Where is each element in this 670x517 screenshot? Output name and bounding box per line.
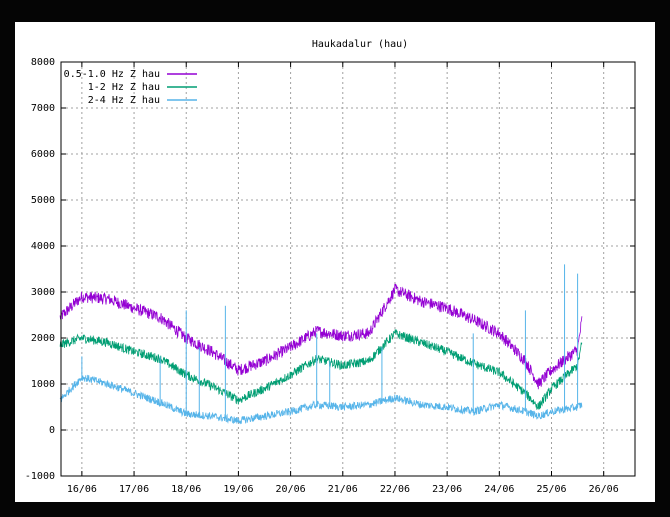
x-tick-label: 18/06	[171, 484, 201, 495]
series-line-1	[59, 283, 583, 390]
y-tick-label: 3000	[31, 287, 55, 298]
chart-frame: -1000 0 1000 2000 3000 4000 5000 6000 7000 8000 16…	[15, 22, 655, 502]
chart: -1000 0 1000 2000 3000 4000 5000 6000 7000 8000 16…	[25, 39, 636, 495]
y-tick-label: 5000	[31, 195, 55, 206]
y-tick-label: 8000	[31, 57, 55, 68]
y-tick-label: 2000	[31, 333, 55, 344]
x-tick-label: 23/06	[432, 484, 462, 495]
x-tick-label: 20/06	[276, 484, 306, 495]
y-tick-label: 1000	[31, 379, 55, 390]
x-tick-label: 21/06	[328, 484, 358, 495]
y-tick-label: 0	[49, 425, 55, 436]
y-tick-label: 4000	[31, 241, 55, 252]
axes-box	[60, 61, 636, 477]
series-line-3	[59, 374, 583, 425]
x-tick-label: 16/06	[67, 484, 97, 495]
chart-title: Haukadalur (hau)	[312, 39, 408, 50]
plot-area	[59, 264, 583, 425]
x-tick-label: 24/06	[484, 484, 514, 495]
legend-label: 2-4 Hz Z hau	[88, 95, 160, 106]
legend-label: 0.5-1.0 Hz Z hau	[64, 69, 160, 80]
legend: 0.5-1.0 Hz Z hau 1-2 Hz Z hau 2-4 Hz Z hau	[64, 69, 197, 106]
x-tick-label: 17/06	[119, 484, 149, 495]
x-tick-label: 25/06	[536, 484, 566, 495]
x-tick-label: 22/06	[380, 484, 410, 495]
y-tick-label: 7000	[31, 103, 55, 114]
y-tick-label: 6000	[31, 149, 55, 160]
x-tick-label: 19/06	[223, 484, 253, 495]
ticks: -1000 0 1000 2000 3000 4000 5000 6000 7000 8000 16…	[25, 57, 635, 495]
series-line-2	[59, 329, 583, 410]
y-tick-label: -1000	[25, 471, 55, 482]
legend-label: 1-2 Hz Z hau	[88, 82, 160, 93]
x-tick-label: 26/06	[589, 484, 619, 495]
